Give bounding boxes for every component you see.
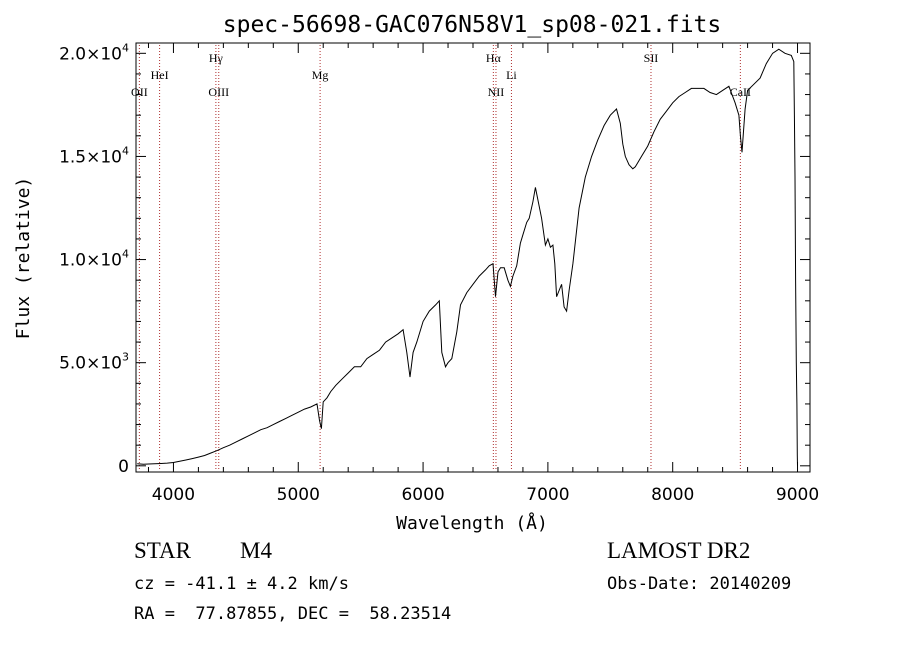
x-tick-label: 4000: [152, 485, 195, 505]
survey-name: LAMOST DR2: [607, 538, 751, 563]
spectral-line-label: OIII: [208, 85, 229, 99]
object-subclass: M4: [240, 538, 272, 563]
coordinates-text: RA = 77.87855, DEC = 58.23514: [134, 604, 452, 624]
spectral-line-label: OII: [131, 85, 148, 99]
axis-ticks: [136, 43, 810, 472]
chart-title: spec-56698-GAC076N58V1_sp08-021.fits: [223, 12, 722, 38]
spectral-line-label: HeI: [151, 68, 169, 82]
y-tick-label: 0: [118, 457, 129, 477]
redshift-text: cz = -41.1 ± 4.2 km/s: [134, 574, 349, 594]
spectral-line-label: Hα: [486, 51, 502, 65]
spectrum-line: [137, 48, 798, 466]
x-tick-label: 7000: [526, 485, 569, 505]
spectral-line-label: NII: [488, 85, 505, 99]
obs-date-text: Obs-Date: 20140209: [607, 574, 792, 594]
object-class: STAR: [134, 538, 191, 563]
y-tick-labels: 0 5.0×103 1.0×104 1.5×104 2.0×104: [59, 41, 129, 477]
x-axis-label: Wavelength (Å): [396, 512, 548, 534]
x-tick-label: 8000: [651, 485, 694, 505]
plot-frame: [135, 42, 811, 473]
y-tick-label: 1.5×104: [59, 144, 129, 167]
y-axis-label: Flux (relative): [13, 177, 34, 340]
x-tick-label: 6000: [401, 485, 444, 505]
spectral-line-label: Hγ: [209, 51, 224, 65]
spectral-line-label: Mg: [312, 68, 329, 82]
x-tick-label: 5000: [277, 485, 320, 505]
x-tick-labels: 4000 5000 6000 7000 8000 9000: [152, 485, 819, 505]
y-tick-label: 1.0×104: [59, 248, 129, 271]
spectral-line-label: Li: [506, 68, 517, 82]
spectral-line-label: SII: [644, 51, 659, 65]
y-tick-label: 5.0×103: [59, 351, 129, 374]
y-tick-label: 2.0×104: [59, 41, 129, 64]
x-tick-label: 9000: [776, 485, 819, 505]
spectral-line-label: CaII: [730, 85, 751, 99]
